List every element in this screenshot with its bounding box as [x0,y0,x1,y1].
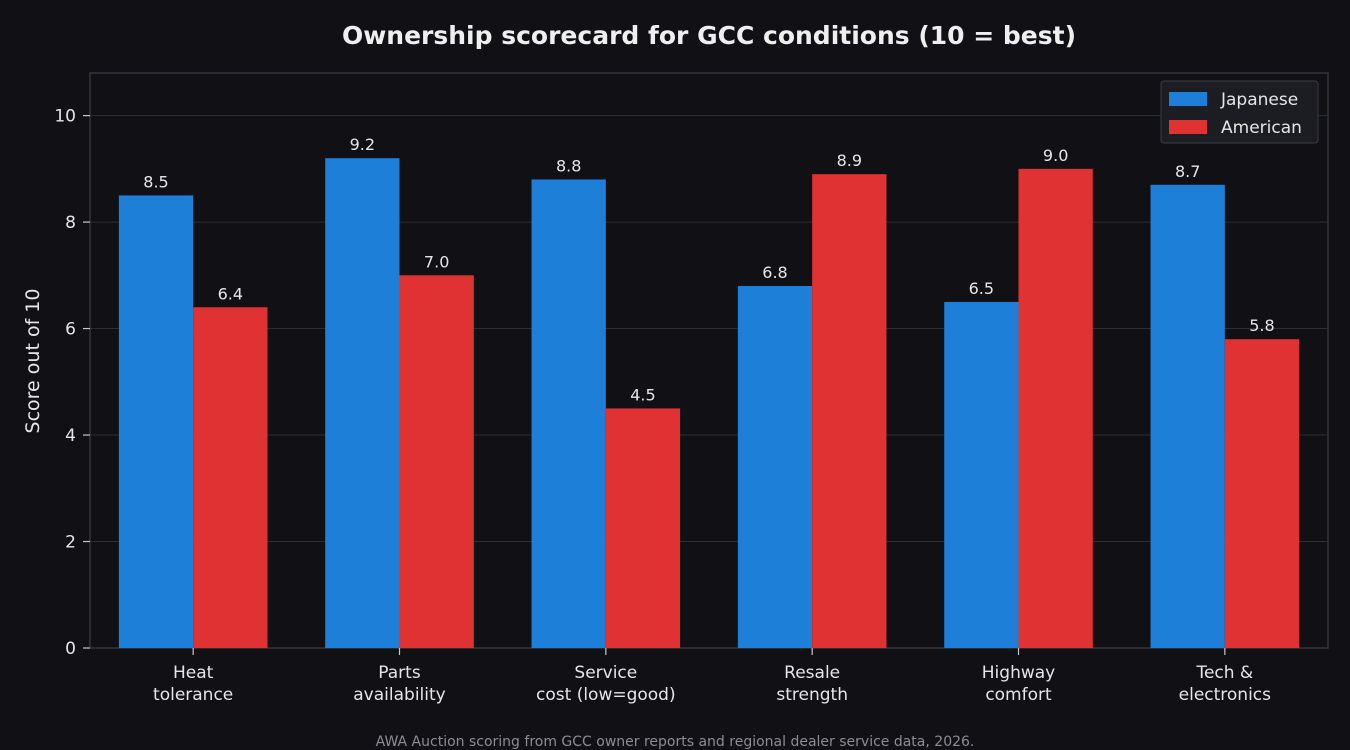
plot-area [89,72,1329,649]
value-label: 8.5 [143,172,168,191]
bar-japanese [944,301,1019,648]
legend-swatch-american [1169,120,1207,134]
bar-american [1224,339,1300,648]
chart-title: Ownership scorecard for GCC conditions (… [342,21,1076,50]
bar-japanese [737,285,813,648]
bar-american [399,275,474,648]
bar-japanese [531,179,606,648]
value-label: 7.0 [424,252,449,271]
legend-label-japanese: Japanese [1220,90,1298,110]
source-caption: AWA Auction scoring from GCC owner repor… [376,734,975,750]
y-axis-label: Score out of 10 [22,289,44,434]
bar-american [193,307,268,648]
bar-japanese [325,158,400,648]
legend: Japanese American [1160,80,1319,144]
value-label: 8.8 [556,156,581,175]
value-label: 8.7 [1175,162,1200,181]
bars [118,158,1300,649]
y-tick-label: 10 [54,107,76,127]
value-label: 9.2 [350,135,375,154]
y-tick-label: 8 [65,213,76,233]
value-label: 6.8 [762,263,787,282]
bar-japanese [118,195,194,648]
value-label: 8.9 [837,151,862,170]
grid-lines [90,115,1328,543]
y-tick-label: 4 [65,426,76,446]
value-label: 9.0 [1043,146,1068,165]
value-label: 4.5 [630,385,655,404]
bar-american [1018,168,1093,649]
y-axis: 0 2 4 6 8 10 [54,107,90,659]
y-tick-label: 6 [65,320,76,340]
value-labels: 8.5 6.4 9.2 7.0 8.8 4.5 6.8 8.9 6.5 9.0 8.7 5.8 [143,135,1274,404]
y-tick-label: 2 [65,533,76,553]
legend-label-american: American [1221,118,1302,138]
value-label: 6.4 [218,284,243,303]
x-tick-label: Tech & electronics [1179,663,1272,705]
x-tick-label: Resale strength [776,663,848,705]
x-axis: Heat tolerance Parts availability Service cos… [153,648,1271,705]
value-label: 6.5 [969,279,994,298]
x-tick-label: Highway comfort [982,663,1055,705]
legend-swatch-japanese [1169,92,1207,106]
x-tick-label: Service cost (low=good) [536,663,676,705]
value-label: 5.8 [1249,316,1274,335]
x-tick-label: Parts availability [353,663,445,705]
bar-american [812,174,887,648]
y-tick-label: 0 [65,639,76,659]
bar-american [605,408,681,648]
x-tick-label: Heat tolerance [153,663,233,705]
bar-japanese [1150,184,1225,649]
